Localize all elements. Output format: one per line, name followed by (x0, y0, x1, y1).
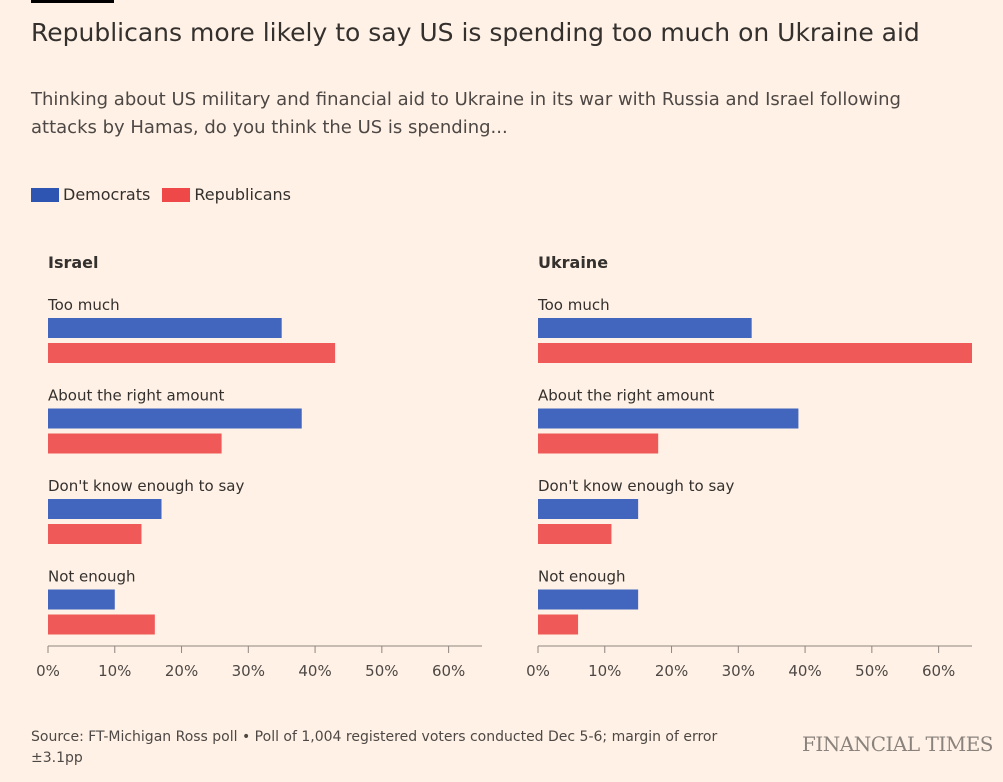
legend: Democrats Republicans (31, 185, 303, 204)
legend-label: Republicans (194, 185, 291, 204)
category-label: Not enough (538, 568, 626, 586)
bar-republicans (538, 614, 579, 635)
bar-republicans (48, 343, 336, 363)
chart-subtitle: Thinking about US military and financial… (31, 89, 901, 138)
x-tick-label: 30% (722, 662, 755, 680)
x-tick-label: 20% (655, 662, 688, 680)
x-tick-label: 0% (526, 662, 550, 680)
x-tick-label: 60% (432, 662, 465, 680)
bar-republicans (48, 433, 222, 454)
bar-republicans (538, 343, 972, 363)
x-tick-label: 40% (788, 662, 821, 680)
source-note: Source: FT-Michigan Ross poll • Poll of … (31, 729, 718, 766)
bar-democrats (538, 318, 752, 338)
chart-title: Republicans more likely to say US is spe… (31, 18, 920, 47)
bar-democrats (538, 499, 639, 519)
x-tick-label: 10% (98, 662, 131, 680)
top-accent-bar (31, 0, 114, 3)
legend-swatch-democrats (31, 187, 59, 202)
panel-title: Ukraine (538, 253, 608, 272)
category-label: Not enough (48, 568, 136, 586)
x-tick-label: 50% (365, 662, 398, 680)
bar-republicans (538, 524, 612, 544)
category-label: Too much (537, 296, 610, 314)
category-label: Don't know enough to say (538, 477, 734, 495)
panel-title: Israel (48, 253, 99, 272)
category-label: About the right amount (538, 387, 715, 405)
bar-democrats (538, 589, 639, 610)
category-label: Don't know enough to say (48, 477, 244, 495)
ft-logo: FINANCIAL TIMES (801, 732, 994, 756)
bar-democrats (538, 408, 799, 429)
bar-democrats (48, 318, 282, 338)
bar-republicans (538, 433, 659, 454)
x-tick-label: 0% (36, 662, 60, 680)
bar-democrats (48, 408, 302, 429)
x-tick-label: 40% (298, 662, 331, 680)
legend-swatch-republicans (162, 187, 191, 202)
x-tick-label: 30% (232, 662, 265, 680)
bar-republicans (48, 524, 142, 544)
bar-democrats (48, 589, 115, 610)
legend-item-democrats: Democrats (31, 185, 150, 204)
x-tick-label: 20% (165, 662, 198, 680)
legend-item-republicans: Republicans (162, 185, 291, 204)
x-tick-label: 50% (855, 662, 888, 680)
category-label: About the right amount (48, 387, 225, 405)
category-label: Too much (47, 296, 120, 314)
bar-republicans (48, 614, 155, 635)
x-tick-label: 60% (922, 662, 955, 680)
bar-democrats (48, 499, 162, 519)
legend-label: Democrats (63, 185, 151, 204)
x-tick-label: 10% (588, 662, 621, 680)
